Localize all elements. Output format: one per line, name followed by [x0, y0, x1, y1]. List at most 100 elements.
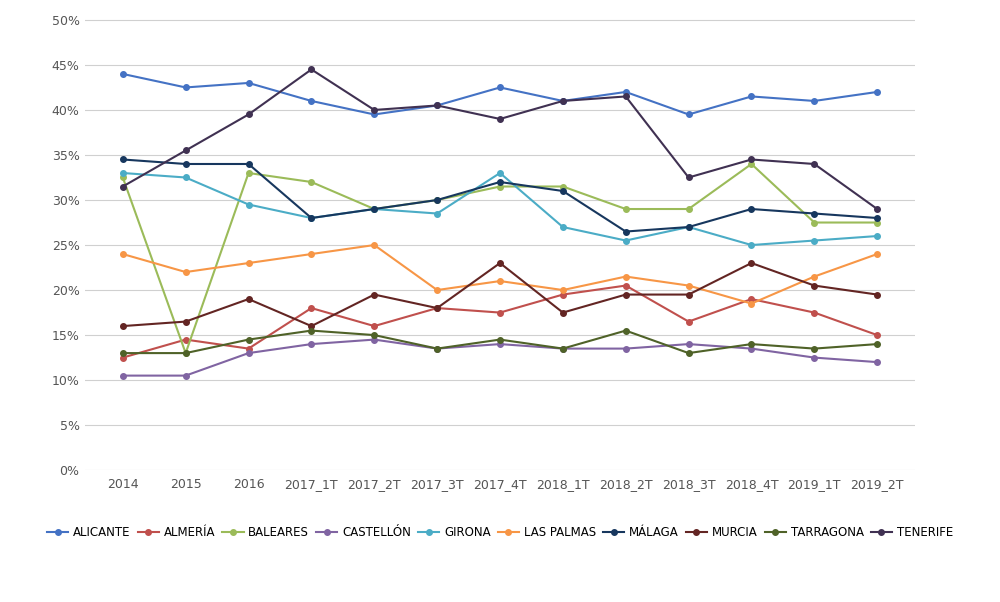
GIRONA — [368, 205, 380, 213]
MURCIA — [871, 291, 883, 298]
BALEARES — [620, 205, 632, 213]
MURCIA — [683, 291, 695, 298]
LAS PALMAS — [431, 287, 443, 294]
TARRAGONA — [305, 327, 317, 334]
MURCIA — [808, 282, 820, 289]
CASTELLÓN — [243, 350, 255, 357]
GIRONA — [180, 174, 192, 181]
Line: CASTELLÓN: CASTELLÓN — [120, 337, 880, 379]
CASTELLÓN — [117, 372, 129, 379]
TENERIFE — [243, 111, 255, 118]
MÁLAGA — [871, 214, 883, 222]
GIRONA — [620, 237, 632, 244]
TENERIFE — [808, 160, 820, 167]
GIRONA — [683, 223, 695, 231]
TARRAGONA — [180, 350, 192, 357]
BALEARES — [243, 169, 255, 176]
ALMERÍA — [180, 336, 192, 343]
MURCIA — [243, 296, 255, 303]
ALICANTE — [243, 79, 255, 87]
ALICANTE — [683, 111, 695, 118]
TENERIFE — [620, 93, 632, 100]
LAS PALMAS — [620, 273, 632, 280]
ALICANTE — [431, 102, 443, 109]
LAS PALMAS — [180, 268, 192, 276]
MURCIA — [620, 291, 632, 298]
MÁLAGA — [305, 214, 317, 222]
ALMERÍA — [368, 323, 380, 330]
BALEARES — [431, 196, 443, 203]
MURCIA — [180, 318, 192, 325]
ALICANTE — [620, 88, 632, 96]
MURCIA — [305, 323, 317, 330]
MÁLAGA — [117, 156, 129, 163]
ALICANTE — [871, 88, 883, 96]
BALEARES — [745, 160, 757, 167]
MÁLAGA — [745, 205, 757, 213]
LAS PALMAS — [871, 250, 883, 258]
MURCIA — [117, 323, 129, 330]
GIRONA — [494, 169, 506, 176]
MÁLAGA — [620, 228, 632, 235]
Line: MURCIA: MURCIA — [120, 260, 880, 329]
CASTELLÓN — [368, 336, 380, 343]
BALEARES — [557, 183, 569, 190]
MURCIA — [745, 259, 757, 267]
ALMERÍA — [683, 318, 695, 325]
CASTELLÓN — [871, 358, 883, 365]
LAS PALMAS — [808, 273, 820, 280]
MÁLAGA — [243, 160, 255, 167]
ALICANTE — [494, 84, 506, 91]
LAS PALMAS — [557, 287, 569, 294]
MÁLAGA — [368, 205, 380, 213]
ALMERÍA — [243, 345, 255, 352]
ALICANTE — [180, 84, 192, 91]
TENERIFE — [494, 116, 506, 123]
BALEARES — [368, 205, 380, 213]
TENERIFE — [180, 147, 192, 154]
TARRAGONA — [620, 327, 632, 334]
BALEARES — [808, 219, 820, 226]
GIRONA — [557, 223, 569, 231]
ALMERÍA — [431, 305, 443, 312]
GIRONA — [808, 237, 820, 244]
Line: ALMERÍA: ALMERÍA — [120, 283, 880, 361]
ALICANTE — [557, 98, 569, 105]
MÁLAGA — [557, 187, 569, 194]
BALEARES — [683, 205, 695, 213]
MÁLAGA — [180, 160, 192, 167]
GIRONA — [871, 232, 883, 240]
TENERIFE — [683, 174, 695, 181]
BALEARES — [305, 178, 317, 185]
ALMERÍA — [808, 309, 820, 316]
CASTELLÓN — [180, 372, 192, 379]
CASTELLÓN — [557, 345, 569, 352]
LAS PALMAS — [368, 241, 380, 249]
CASTELLÓN — [745, 345, 757, 352]
LAS PALMAS — [305, 250, 317, 258]
Line: BALEARES: BALEARES — [120, 161, 880, 356]
BALEARES — [117, 174, 129, 181]
MÁLAGA — [431, 196, 443, 203]
ALMERÍA — [745, 296, 757, 303]
ALMERÍA — [871, 332, 883, 339]
LAS PALMAS — [683, 282, 695, 289]
GIRONA — [243, 201, 255, 208]
LAS PALMAS — [117, 250, 129, 258]
TENERIFE — [557, 98, 569, 105]
TARRAGONA — [494, 336, 506, 343]
Line: TARRAGONA: TARRAGONA — [120, 328, 880, 356]
TENERIFE — [745, 156, 757, 163]
MURCIA — [557, 309, 569, 316]
TARRAGONA — [808, 345, 820, 352]
ALICANTE — [808, 98, 820, 105]
Line: TENERIFE: TENERIFE — [120, 67, 880, 212]
TARRAGONA — [745, 341, 757, 348]
MÁLAGA — [494, 178, 506, 185]
ALMERÍA — [305, 305, 317, 312]
ALICANTE — [305, 98, 317, 105]
BALEARES — [871, 219, 883, 226]
LAS PALMAS — [745, 300, 757, 307]
TENERIFE — [871, 205, 883, 213]
Line: MÁLAGA: MÁLAGA — [120, 157, 880, 234]
